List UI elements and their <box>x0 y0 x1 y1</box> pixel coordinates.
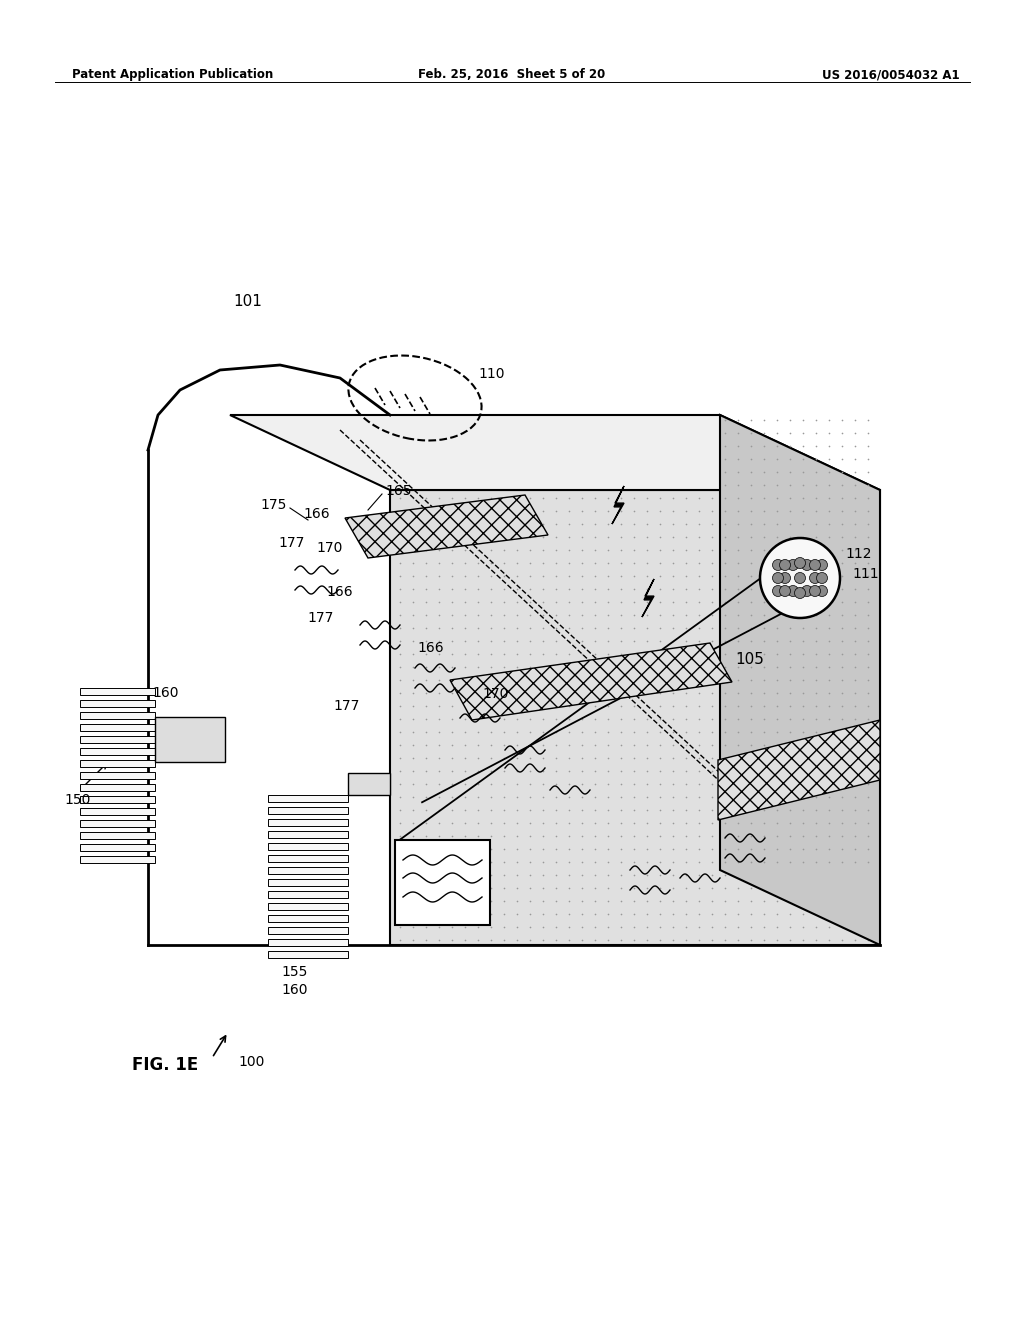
Polygon shape <box>268 915 348 921</box>
Circle shape <box>816 586 827 597</box>
Circle shape <box>802 586 812 597</box>
Polygon shape <box>348 774 390 795</box>
Polygon shape <box>80 855 155 863</box>
Polygon shape <box>268 832 348 838</box>
Text: 160: 160 <box>152 686 178 700</box>
Polygon shape <box>80 772 155 779</box>
Text: 111: 111 <box>852 568 879 581</box>
Text: Feb. 25, 2016  Sheet 5 of 20: Feb. 25, 2016 Sheet 5 of 20 <box>419 69 605 81</box>
Text: 166: 166 <box>417 642 443 655</box>
Circle shape <box>779 586 791 597</box>
Text: 175: 175 <box>261 498 287 512</box>
Polygon shape <box>80 796 155 803</box>
Polygon shape <box>80 737 155 743</box>
Text: 110: 110 <box>478 367 505 381</box>
Polygon shape <box>345 495 548 558</box>
Text: 101: 101 <box>233 294 262 309</box>
Polygon shape <box>268 795 348 803</box>
Circle shape <box>779 573 791 583</box>
Circle shape <box>787 586 799 597</box>
Circle shape <box>779 560 791 570</box>
Polygon shape <box>80 723 155 731</box>
Circle shape <box>772 573 783 583</box>
Polygon shape <box>268 843 348 850</box>
Text: 165: 165 <box>385 484 412 498</box>
Text: 177: 177 <box>334 700 360 713</box>
Polygon shape <box>718 719 880 820</box>
Polygon shape <box>80 748 155 755</box>
Text: 155: 155 <box>282 965 308 979</box>
Polygon shape <box>80 711 155 719</box>
Polygon shape <box>80 808 155 814</box>
Circle shape <box>772 560 783 570</box>
Polygon shape <box>80 700 155 708</box>
Text: 166: 166 <box>327 585 353 599</box>
Circle shape <box>795 587 806 598</box>
Text: US 2016/0054032 A1: US 2016/0054032 A1 <box>822 69 961 81</box>
Text: 177: 177 <box>307 611 334 624</box>
Text: 170: 170 <box>316 541 343 554</box>
Polygon shape <box>80 688 155 696</box>
Polygon shape <box>268 939 348 946</box>
Circle shape <box>810 586 820 597</box>
Polygon shape <box>268 903 348 909</box>
Polygon shape <box>390 490 880 945</box>
Circle shape <box>810 560 820 570</box>
Text: 177: 177 <box>279 536 305 550</box>
Circle shape <box>810 573 820 583</box>
Polygon shape <box>268 950 348 958</box>
Polygon shape <box>230 414 880 490</box>
Circle shape <box>772 586 783 597</box>
Polygon shape <box>80 843 155 851</box>
Text: FIG. 1E: FIG. 1E <box>132 1056 198 1074</box>
Polygon shape <box>80 820 155 828</box>
Polygon shape <box>80 832 155 840</box>
Text: 100: 100 <box>238 1055 264 1069</box>
Circle shape <box>760 539 840 618</box>
Polygon shape <box>80 760 155 767</box>
Circle shape <box>816 560 827 570</box>
Polygon shape <box>268 818 348 826</box>
Circle shape <box>802 560 812 570</box>
Polygon shape <box>612 486 624 524</box>
Circle shape <box>816 573 827 583</box>
Circle shape <box>795 573 806 583</box>
Text: 105: 105 <box>735 652 765 668</box>
Text: 112: 112 <box>845 546 871 561</box>
Polygon shape <box>268 807 348 814</box>
Circle shape <box>787 560 799 570</box>
Polygon shape <box>268 879 348 886</box>
Text: 166: 166 <box>303 507 330 521</box>
Polygon shape <box>268 891 348 898</box>
Polygon shape <box>642 579 654 616</box>
Text: 150: 150 <box>65 793 91 807</box>
Circle shape <box>795 557 806 569</box>
Text: 170: 170 <box>482 686 508 701</box>
Polygon shape <box>155 717 225 762</box>
Polygon shape <box>450 643 732 719</box>
Polygon shape <box>720 414 880 945</box>
Text: 160: 160 <box>282 983 308 997</box>
Polygon shape <box>80 784 155 791</box>
Polygon shape <box>268 855 348 862</box>
Polygon shape <box>268 927 348 935</box>
Text: Patent Application Publication: Patent Application Publication <box>72 69 273 81</box>
Polygon shape <box>395 840 490 925</box>
Polygon shape <box>268 867 348 874</box>
